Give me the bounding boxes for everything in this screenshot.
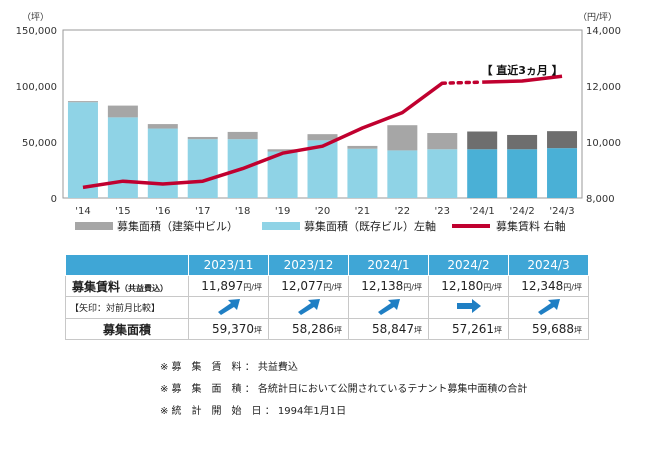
y-left-tick-label: 150,000 (16, 26, 57, 37)
arrow-legend-label: 【矢印：対前月比較】 (65, 296, 189, 319)
x-tick-label: '16 (155, 206, 170, 217)
bar-under-construction (227, 131, 258, 140)
rent-value-2023-12: 12,077円/坪 (268, 275, 349, 297)
x-tick-label: '22 (395, 206, 410, 217)
area-label: 募集面積 (65, 318, 189, 340)
y-left-tick-label: 100,000 (16, 82, 57, 93)
bar-under-construction (547, 131, 578, 149)
rent-line (82, 81, 444, 190)
bar-under-construction (307, 134, 338, 141)
bar-under-construction (267, 149, 298, 152)
x-tick-label: '20 (315, 206, 330, 217)
recent-3-months-annotation: 【 直近3ヵ月 】 (481, 63, 562, 77)
area-value-2024-3: 59,688坪 (508, 318, 589, 340)
y-left-tick-label: 0 (51, 194, 57, 205)
trend-up-icon (268, 296, 349, 319)
legend-swatch-existing (262, 222, 300, 230)
bar-under-construction (507, 134, 538, 150)
table-header-row: 2023/11 2023/12 2024/1 2024/2 2024/3 (65, 254, 589, 276)
y-right-tick-label: 8,000 (586, 194, 615, 205)
bar-under-construction (187, 136, 218, 140)
bar-existing-building (67, 102, 98, 198)
rent-value-2024-2: 12,180円/坪 (428, 275, 509, 297)
trend-up-icon (508, 296, 589, 319)
footnote-rent: ※ 募 集 賃 料 ： 共益費込 (160, 362, 298, 373)
y-right-tick-label: 10,000 (586, 138, 621, 149)
bar-existing-building (267, 151, 298, 198)
bar-existing-building (187, 139, 218, 198)
y-left-unit: （坪） (22, 12, 49, 23)
summary-table: 2023/11 2023/12 2024/1 2024/2 2024/3 募集賃… (65, 254, 589, 340)
rent-line-recent (482, 74, 563, 84)
bar-existing-building (427, 149, 458, 198)
bar-under-construction (387, 125, 418, 151)
bar-existing-building (387, 150, 418, 198)
legend-label-existing: 募集面積（既存ビル）左軸 (304, 219, 436, 233)
arrow-row: 【矢印：対前月比較】 (65, 296, 589, 319)
header-2024-3: 2024/3 (508, 254, 589, 276)
x-tick-label: '14 (75, 206, 90, 217)
x-tick-label: '21 (355, 206, 370, 217)
rent-row: 募集賃料（共益費込） 11,897円/坪 12,077円/坪 12,138円/坪… (65, 275, 589, 297)
x-tick-label: '15 (115, 206, 130, 217)
area-row: 募集面積 59,370坪 58,286坪 58,847坪 57,261坪 59,… (65, 318, 589, 340)
x-tick-label: '24/2 (510, 206, 535, 217)
y-right-tick-label: 14,000 (586, 26, 621, 37)
bar-under-construction (147, 124, 178, 129)
area-value-2023-12: 58,286坪 (268, 318, 349, 340)
header-2024-2: 2024/2 (428, 254, 509, 276)
rent-sub-label: （共益費込） (120, 283, 169, 293)
footnotes: ※ 募 集 賃 料 ： 共益費込 ※ 募 集 面 積 ： 各統計日において公開さ… (160, 357, 527, 423)
rent-area-chart: 150,000 100,000 50,000 0 14,000 12,000 10,000 8… (16, 12, 621, 233)
x-tick-label: '19 (275, 206, 290, 217)
header-blank-cell (65, 254, 189, 276)
area-value-2023-11: 59,370坪 (188, 318, 269, 340)
y-right-tick-label: 12,000 (586, 82, 621, 93)
x-tick-label: '23 (435, 206, 450, 217)
trend-up-icon (348, 296, 429, 319)
bar-under-construction (467, 131, 498, 150)
x-tick-label: '17 (195, 206, 210, 217)
rent-value-2024-3: 12,348円/坪 (508, 275, 589, 297)
y-left-tick-label: 50,000 (22, 138, 57, 149)
y-right-unit: （円/坪） (578, 12, 617, 23)
rent-value-2024-1: 12,138円/坪 (348, 275, 429, 297)
bar-existing-building (107, 117, 138, 198)
header-2023-12: 2023/12 (268, 254, 349, 276)
bar-under-construction (427, 133, 458, 150)
x-tick-label: '24/1 (470, 206, 495, 217)
rent-line-gap (440, 80, 484, 85)
header-2023-11: 2023/11 (188, 254, 269, 276)
trend-up-icon (188, 296, 269, 319)
legend-label-under-construction: 募集面積（建築中ビル） (117, 219, 238, 233)
legend-swatch-under-construction (75, 222, 113, 230)
trend-flat-icon (428, 296, 509, 319)
bar-existing-building (147, 128, 178, 198)
x-tick-label: '18 (235, 206, 250, 217)
bar-under-construction (67, 101, 98, 103)
bar-existing-building (307, 140, 338, 198)
bar-under-construction (347, 145, 378, 149)
bar-under-construction (107, 105, 138, 118)
rent-label: 募集賃料（共益費込） (65, 275, 189, 297)
rent-value-2023-11: 11,897円/坪 (188, 275, 269, 297)
area-value-2024-2: 57,261坪 (428, 318, 509, 340)
bar-existing-building (547, 148, 578, 198)
bar-existing-building (347, 148, 378, 198)
footnote-start-date: ※ 統 計 開 始 日 ： 1994年1月1日 (160, 406, 347, 417)
area-value-2024-1: 58,847坪 (348, 318, 429, 340)
bar-existing-building (507, 149, 538, 198)
bar-existing-building (467, 149, 498, 198)
footnote-area: ※ 募 集 面 積 ： 各統計日において公開されているテナント募集中面積の合計 (160, 384, 528, 395)
x-tick-label: '24/3 (549, 206, 574, 217)
header-2024-1: 2024/1 (348, 254, 429, 276)
legend-label-rent: 募集賃料 右軸 (496, 219, 566, 233)
